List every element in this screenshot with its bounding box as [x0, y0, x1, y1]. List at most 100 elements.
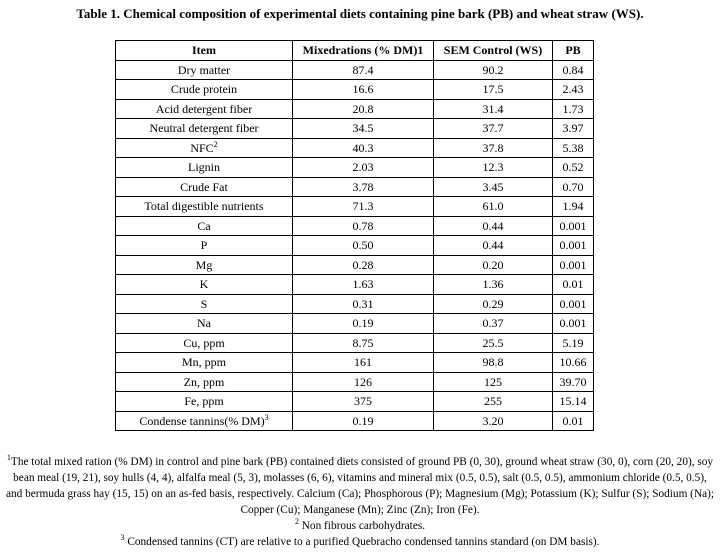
cell-sem-control: 31.4: [433, 98, 553, 119]
item-label: Mg: [195, 257, 213, 272]
header-sem-control: SEM Control (WS): [433, 40, 553, 61]
table-row: NFC2 40.3 37.8 5.38: [115, 137, 594, 158]
cell-sem-control: 3.45: [433, 176, 553, 197]
header-item: Item: [115, 40, 293, 61]
cell-mixed-rations: 0.19: [292, 410, 434, 431]
cell-sem-control: 0.29: [433, 293, 553, 314]
header-pb: PB: [552, 40, 594, 61]
cell-pb: 0.001: [552, 313, 594, 334]
cell-pb: 5.38: [552, 137, 594, 158]
cell-item: P: [115, 235, 293, 256]
table-row: Crude Fat 3.78 3.45 0.70: [115, 176, 594, 197]
cell-item: Ca: [115, 215, 293, 236]
cell-mixed-rations: 161: [292, 352, 434, 373]
footnote-1: 1The total mixed ration (% DM) in contro…: [4, 454, 716, 518]
cell-pb: 2.43: [552, 79, 594, 100]
footnote-text: Non fibrous carbohydrates.: [298, 520, 426, 532]
cell-pb: 0.70: [552, 176, 594, 197]
cell-pb: 5.19: [552, 332, 594, 353]
cell-sem-control: 0.37: [433, 313, 553, 334]
table-row: K 1.63 1.36 0.01: [115, 274, 594, 295]
footnote-mark: 1: [6, 453, 11, 463]
cell-mixed-rations: 0.31: [292, 293, 434, 314]
table-row: Zn, ppm 126 125 39.70: [115, 371, 594, 392]
cell-item: Lignin: [115, 157, 293, 178]
footnotes: 1The total mixed ration (% DM) in contro…: [4, 454, 716, 550]
table-row: Dry matter 87.4 90.2 0.84: [115, 59, 594, 80]
cell-pb: 0.01: [552, 410, 594, 431]
cell-mixed-rations: 8.75: [292, 332, 434, 353]
item-label: Lignin: [188, 160, 220, 175]
cell-item: Mg: [115, 254, 293, 275]
cell-mixed-rations: 126: [292, 371, 434, 392]
cell-mixed-rations: 87.4: [292, 59, 434, 80]
cell-item: S: [115, 293, 293, 314]
header-mixed-rations: Mixedrations (% DM)1: [292, 40, 434, 61]
cell-item: Condense tannins(% DM)3: [115, 410, 293, 431]
table-row: Total digestible nutrients 71.3 61.0 1.94: [115, 196, 594, 217]
item-label: Fe, ppm: [184, 394, 224, 409]
table-row: Crude protein 16.6 17.5 2.43: [115, 79, 594, 100]
item-label: K: [199, 277, 209, 292]
cell-mixed-rations: 0.19: [292, 313, 434, 334]
cell-mixed-rations: 375: [292, 391, 434, 412]
footnote-3: 3 Condensed tannins (CT) are relative to…: [4, 534, 716, 550]
item-label: NFC: [190, 140, 214, 155]
cell-pb: 0.001: [552, 254, 594, 275]
table-row: Acid detergent fiber 20.8 31.4 1.73: [115, 98, 594, 119]
item-label: Condense tannins(% DM): [139, 413, 265, 428]
composition-table: Item Mixedrations (% DM)1 SEM Control (W…: [115, 40, 594, 431]
item-footnote-mark: 3: [264, 412, 269, 422]
cell-sem-control: 1.36: [433, 274, 553, 295]
item-label: S: [200, 296, 208, 311]
item-label: Na: [197, 316, 211, 331]
cell-item: Acid detergent fiber: [115, 98, 293, 119]
footnote-text: Condensed tannins (CT) are relative to a…: [124, 536, 600, 548]
cell-pb: 0.001: [552, 235, 594, 256]
cell-sem-control: 0.44: [433, 235, 553, 256]
cell-sem-control: 0.20: [433, 254, 553, 275]
cell-sem-control: 12.3: [433, 157, 553, 178]
cell-mixed-rations: 2.03: [292, 157, 434, 178]
table-row: Na 0.19 0.37 0.001: [115, 313, 594, 334]
cell-sem-control: 3.20: [433, 410, 553, 431]
cell-pb: 0.001: [552, 215, 594, 236]
cell-sem-control: 37.8: [433, 137, 553, 158]
footnote-mark: 2: [294, 517, 299, 527]
cell-pb: 3.97: [552, 118, 594, 139]
cell-mixed-rations: 20.8: [292, 98, 434, 119]
cell-pb: 1.94: [552, 196, 594, 217]
cell-item: Mn, ppm: [115, 352, 293, 373]
cell-pb: 1.73: [552, 98, 594, 119]
cell-mixed-rations: 40.3: [292, 137, 434, 158]
item-footnote-mark: 2: [213, 139, 218, 149]
cell-mixed-rations: 0.78: [292, 215, 434, 236]
cell-pb: 0.001: [552, 293, 594, 314]
item-label: Crude protein: [170, 82, 238, 97]
cell-sem-control: 61.0: [433, 196, 553, 217]
cell-item: Na: [115, 313, 293, 334]
table-row: Mg 0.28 0.20 0.001: [115, 254, 594, 275]
item-label: Mn, ppm: [181, 355, 226, 370]
footnote-mark: 3: [120, 533, 125, 543]
table-caption: Table 1. Chemical composition of experim…: [76, 6, 644, 21]
cell-pb: 0.01: [552, 274, 594, 295]
cell-mixed-rations: 0.50: [292, 235, 434, 256]
cell-item: Dry matter: [115, 59, 293, 80]
cell-item: Fe, ppm: [115, 391, 293, 412]
cell-mixed-rations: 0.28: [292, 254, 434, 275]
cell-pb: 39.70: [552, 371, 594, 392]
cell-mixed-rations: 3.78: [292, 176, 434, 197]
item-label: P: [200, 238, 208, 253]
item-label: Neutral detergent fiber: [149, 121, 259, 136]
item-label: Total digestible nutrients: [144, 199, 264, 214]
cell-item: Crude Fat: [115, 176, 293, 197]
table-row: Condense tannins(% DM)3 0.19 3.20 0.01: [115, 410, 594, 431]
table-row: Ca 0.78 0.44 0.001: [115, 215, 594, 236]
item-label: Dry matter: [177, 62, 231, 77]
cell-sem-control: 98.8: [433, 352, 553, 373]
table-header-row: Item Mixedrations (% DM)1 SEM Control (W…: [115, 40, 594, 61]
cell-pb: 15.14: [552, 391, 594, 412]
table-row: Neutral detergent fiber 34.5 37.7 3.97: [115, 118, 594, 139]
